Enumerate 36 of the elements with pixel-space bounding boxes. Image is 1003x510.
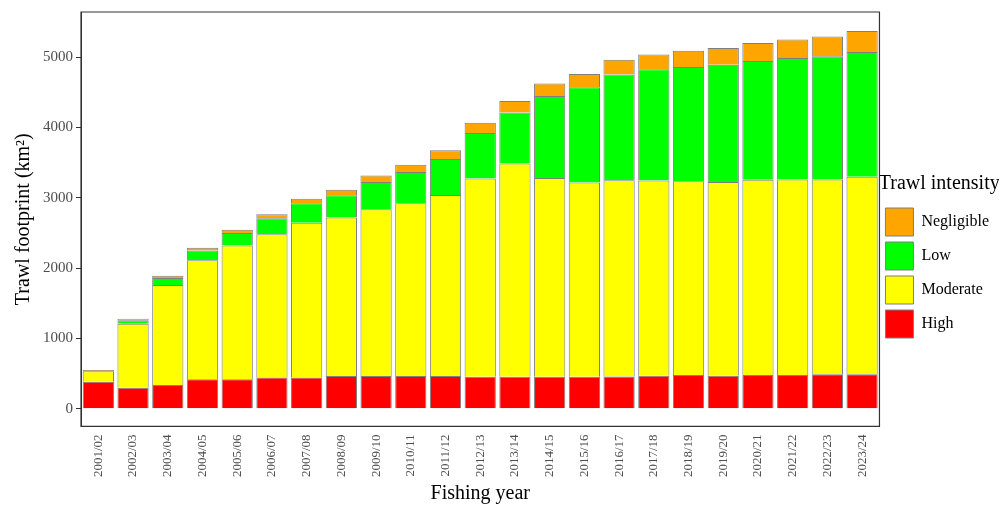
legend-label: High — [921, 314, 954, 333]
y-tick-label: 1000 — [43, 329, 73, 346]
x-tick-label: 2018/19 — [679, 434, 695, 478]
y-tick-label: 2000 — [43, 259, 73, 276]
x-tick-label: 2004/05 — [193, 434, 209, 478]
x-tick-label: 2012/13 — [471, 434, 487, 478]
y-tick-label: 3000 — [43, 188, 73, 205]
x-tick-label: 2007/08 — [298, 434, 314, 478]
x-tick-label: 2016/17 — [610, 433, 626, 478]
x-tick-label: 2006/07 — [263, 433, 279, 478]
x-tick-label: 2019/20 — [714, 434, 730, 478]
x-tick-label: 2022/23 — [818, 434, 834, 478]
x-tick-label: 2011/12 — [436, 434, 452, 477]
x-tick-label: 2003/04 — [159, 433, 175, 478]
x-tick-label: 2021/22 — [784, 434, 800, 478]
x-tick-label: 2017/18 — [645, 434, 661, 478]
x-tick-label: 2008/09 — [332, 434, 348, 478]
x-tick-label: 2005/06 — [228, 433, 244, 478]
legend-title: Trawl intensity — [878, 171, 1000, 195]
x-tick-label: 2014/15 — [541, 434, 557, 478]
x-tick-label: 2015/16 — [575, 433, 591, 478]
x-tick-label: 2009/10 — [367, 434, 383, 478]
y-axis-title: Trawl footprint (km²) — [11, 133, 35, 306]
x-tick-label: 2010/11 — [402, 434, 418, 477]
y-tick-label: 4000 — [43, 118, 73, 135]
x-tick-label: 2002/03 — [124, 434, 140, 478]
y-tick-label: 0 — [65, 399, 73, 416]
x-axis-title: Fishing year — [430, 481, 531, 505]
legend-label: Low — [921, 246, 952, 264]
x-tick-label: 2020/21 — [749, 434, 765, 478]
y-tick-label: 5000 — [43, 47, 73, 64]
x-tick-label: 2001/02 — [89, 434, 105, 478]
x-tick-label: 2013/14 — [506, 433, 522, 478]
legend-label: Negligible — [921, 212, 990, 231]
x-tick-label: 2023/24 — [853, 433, 869, 478]
legend-label: Moderate — [921, 280, 983, 298]
